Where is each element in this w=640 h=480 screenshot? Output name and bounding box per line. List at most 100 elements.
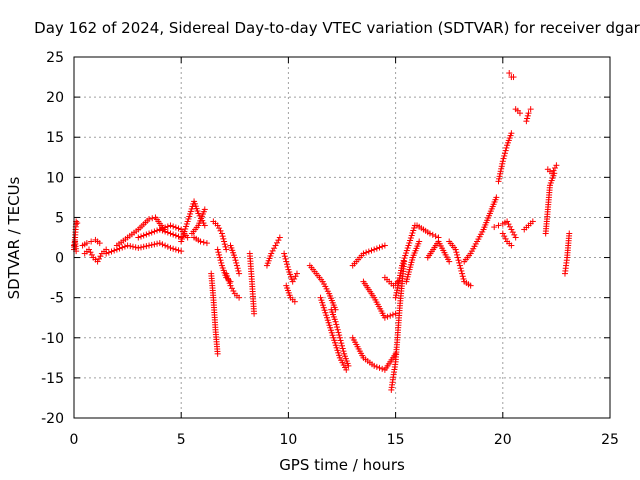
tick-labels: 0 5 10 15 20 25 -20 -15 -10 -5 0 5 10 15 20 25 <box>41 50 619 448</box>
data-point-interp <box>96 255 103 262</box>
data-point <box>184 234 191 241</box>
data-point <box>381 242 388 249</box>
data-point <box>197 238 204 245</box>
data-point-interp <box>175 225 182 232</box>
data-point-interp <box>182 225 189 232</box>
data-point-interp <box>403 250 410 257</box>
gridlines <box>73 56 611 419</box>
data-point-interp <box>502 235 509 242</box>
x-tick-label: 0 <box>70 432 79 448</box>
data-point <box>371 362 378 369</box>
data-point-interp <box>429 231 436 238</box>
data-point <box>499 230 506 237</box>
data-point-interp <box>140 232 147 239</box>
data-point-interp <box>282 255 289 262</box>
data-point-interp <box>399 260 406 267</box>
data-point <box>178 248 185 255</box>
data-point <box>218 230 225 237</box>
y-tick-label: -20 <box>41 411 64 427</box>
data-point-interp <box>116 245 123 252</box>
data-point <box>236 294 243 301</box>
data-point-interp <box>497 170 504 177</box>
data-point-interp <box>376 364 383 371</box>
data-point-interp <box>271 245 278 252</box>
data-point-interp <box>459 273 466 280</box>
data-point-interp <box>403 247 410 254</box>
data-point <box>289 278 296 285</box>
data-point <box>345 362 352 369</box>
data-point-interp <box>127 243 134 250</box>
data-point <box>381 314 388 321</box>
data-point-interp <box>149 215 156 222</box>
data-point <box>499 158 506 165</box>
data-point-interp <box>338 340 345 347</box>
data-point-interp <box>119 244 126 251</box>
data-point-interp <box>384 313 391 320</box>
x-tick-label: 15 <box>387 432 405 448</box>
data-point-interp <box>331 337 338 344</box>
data-point-interp <box>410 227 417 234</box>
data-point-interp <box>551 164 558 171</box>
data-point-interp <box>455 257 462 264</box>
data-point-interp <box>500 155 507 162</box>
data-point-interp <box>498 163 505 170</box>
data-point <box>214 246 221 253</box>
data-point-interp <box>376 244 383 251</box>
data-point-interp <box>322 309 329 316</box>
data-point <box>94 258 101 265</box>
data-point <box>491 224 498 231</box>
data-point-interp <box>404 245 411 252</box>
data-point-interp <box>323 312 330 319</box>
data-point-interp <box>183 223 190 230</box>
data-point-interp <box>333 344 340 351</box>
data-point-interp <box>216 254 223 261</box>
data-point-interp <box>175 247 182 254</box>
data-point-interp <box>373 363 380 370</box>
data-point <box>201 222 208 229</box>
data-point <box>360 250 367 257</box>
data-point-interp <box>332 339 339 346</box>
data-point-interp <box>501 150 508 157</box>
plot-frame <box>73 56 611 419</box>
x-tick-label: 20 <box>494 432 512 448</box>
y-tick-label: -15 <box>41 371 64 387</box>
data-point-interp <box>335 329 342 336</box>
data-point-interp <box>406 240 413 247</box>
data-point <box>156 226 163 233</box>
data-point-interp <box>379 365 386 372</box>
data-point-interp <box>164 243 171 250</box>
data-point <box>74 220 81 227</box>
data-point-interp <box>164 223 171 230</box>
data-point-interp <box>105 249 112 256</box>
data-point-interp <box>365 248 372 255</box>
data-point <box>86 246 93 253</box>
data-point-interp <box>148 241 155 248</box>
data-point <box>549 170 556 177</box>
data-point-interp <box>456 259 463 266</box>
data-point-interp <box>97 253 104 260</box>
data-point-interp <box>186 213 193 220</box>
y-tick-label: -5 <box>50 291 64 307</box>
data-point-interp <box>499 160 506 167</box>
data-point <box>135 234 142 241</box>
data-point-interp <box>215 249 222 256</box>
data-point-interp <box>180 230 187 237</box>
x-tick-label: 10 <box>279 432 297 448</box>
data-point <box>201 206 208 213</box>
data-point <box>268 250 275 257</box>
data-point-interp <box>217 257 224 264</box>
data-point-interp <box>187 210 194 217</box>
data-point-interp <box>222 243 229 250</box>
data-point <box>251 310 258 317</box>
data-point <box>223 246 230 253</box>
data-point-interp <box>496 173 503 180</box>
data-point-interp <box>170 245 177 252</box>
data-point-interp <box>501 233 508 240</box>
data-point-interp <box>402 252 409 259</box>
data-point-interp <box>291 275 298 282</box>
data-point-interp <box>200 239 207 246</box>
data-point-interp <box>389 311 396 318</box>
data-point-interp <box>187 208 194 215</box>
data-point-interp <box>140 243 147 250</box>
